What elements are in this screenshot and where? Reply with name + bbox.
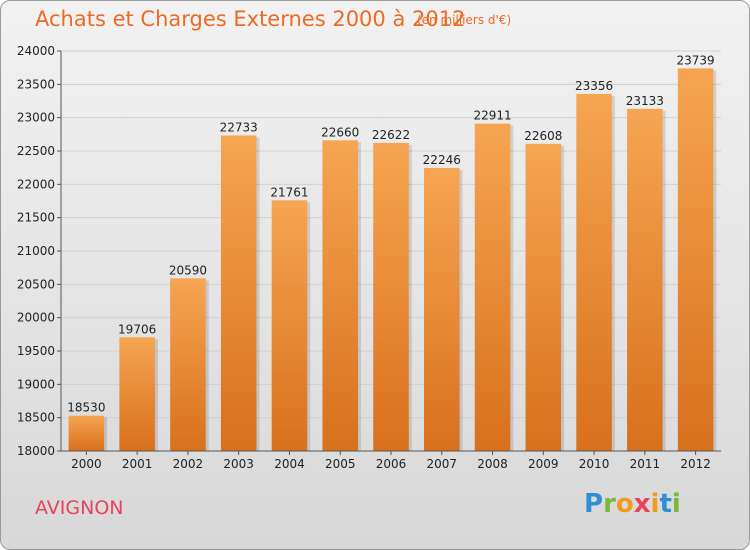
bar-2007 (424, 167, 460, 451)
x-tick-label: 2012 (680, 457, 711, 471)
bar-2000 (68, 415, 105, 451)
x-tick-label: 2008 (477, 457, 508, 471)
y-tick-label: 22000 (17, 177, 55, 191)
bar-2001 (119, 337, 155, 451)
x-tick-label: 2003 (223, 457, 254, 471)
x-tick-label: 2010 (579, 457, 610, 471)
bar-2005 (322, 140, 358, 452)
bar-2002 (170, 278, 206, 451)
x-tick-label: 2006 (376, 457, 407, 471)
proxiti-logo: Proxiti (584, 489, 681, 519)
logo-letter: r (603, 489, 616, 519)
logo-letter: x (633, 489, 651, 519)
y-tick-label: 18500 (17, 411, 55, 425)
y-tick-label: 21500 (17, 211, 55, 225)
data-label: 22622 (372, 128, 410, 142)
data-label: 20590 (169, 263, 207, 277)
data-label: 21761 (270, 185, 308, 199)
x-tick-labels: 2000 2001 2002 2003 2004 2005 2006 2007 2008 2009… (71, 451, 711, 471)
y-tick-label: 18000 (17, 444, 55, 458)
data-label: 23133 (626, 94, 664, 108)
data-label: 23739 (677, 53, 715, 67)
y-tick-label: 23500 (17, 77, 55, 91)
data-label: 22246 (423, 153, 461, 167)
city-name: AVIGNON (35, 497, 124, 519)
bar-2012 (677, 68, 714, 452)
data-label: 23356 (575, 79, 613, 93)
bar-2006 (373, 142, 409, 451)
bar-2004 (271, 200, 308, 451)
bars (68, 68, 717, 452)
x-tick-label: 2004 (274, 457, 305, 471)
y-tick-label: 24000 (17, 44, 55, 58)
y-tick-label: 23000 (17, 111, 55, 125)
bar-2011 (627, 108, 663, 452)
logo-letter: i (671, 489, 681, 519)
data-label: 22733 (220, 120, 258, 134)
x-tick-label: 2011 (630, 457, 661, 471)
bar-2003 (220, 135, 257, 451)
y-tick-label: 20000 (17, 311, 55, 325)
x-tick-label: 2001 (122, 457, 153, 471)
x-tick-label: 2000 (71, 457, 102, 471)
y-tick-label: 20500 (17, 277, 55, 291)
y-tick-label: 19500 (17, 344, 55, 358)
bar-2008 (474, 123, 511, 451)
y-tick-labels: 18000 18500 19000 19500 20000 20500 21000 21500… (17, 44, 55, 458)
chart-title: Achats et Charges Externes 2000 à 2012 (35, 7, 466, 31)
data-label: 18530 (67, 401, 105, 415)
x-tick-label: 2009 (528, 457, 559, 471)
bar-2009 (525, 143, 562, 452)
logo-letter: P (584, 489, 604, 519)
y-tick-label: 22500 (17, 144, 55, 158)
data-label: 22911 (473, 109, 511, 123)
x-tick-label: 2002 (173, 457, 204, 471)
data-label: 22660 (321, 125, 359, 139)
logo-letter: o (615, 489, 634, 519)
y-tick-label: 19000 (17, 377, 55, 391)
chart-unit: (en milliers d'€) (417, 13, 512, 27)
x-tick-label: 2005 (325, 457, 356, 471)
logo-letter: i (650, 489, 660, 519)
logo-letter: t (659, 489, 672, 519)
data-label: 22608 (524, 129, 562, 143)
bar-2010 (576, 93, 612, 451)
x-tick-label: 2007 (426, 457, 457, 471)
y-tick-label: 21000 (17, 244, 55, 258)
data-labels: 18530 19706 20590 22733 21761 22660 22622 22246… (67, 53, 714, 414)
data-label: 19706 (118, 322, 156, 336)
